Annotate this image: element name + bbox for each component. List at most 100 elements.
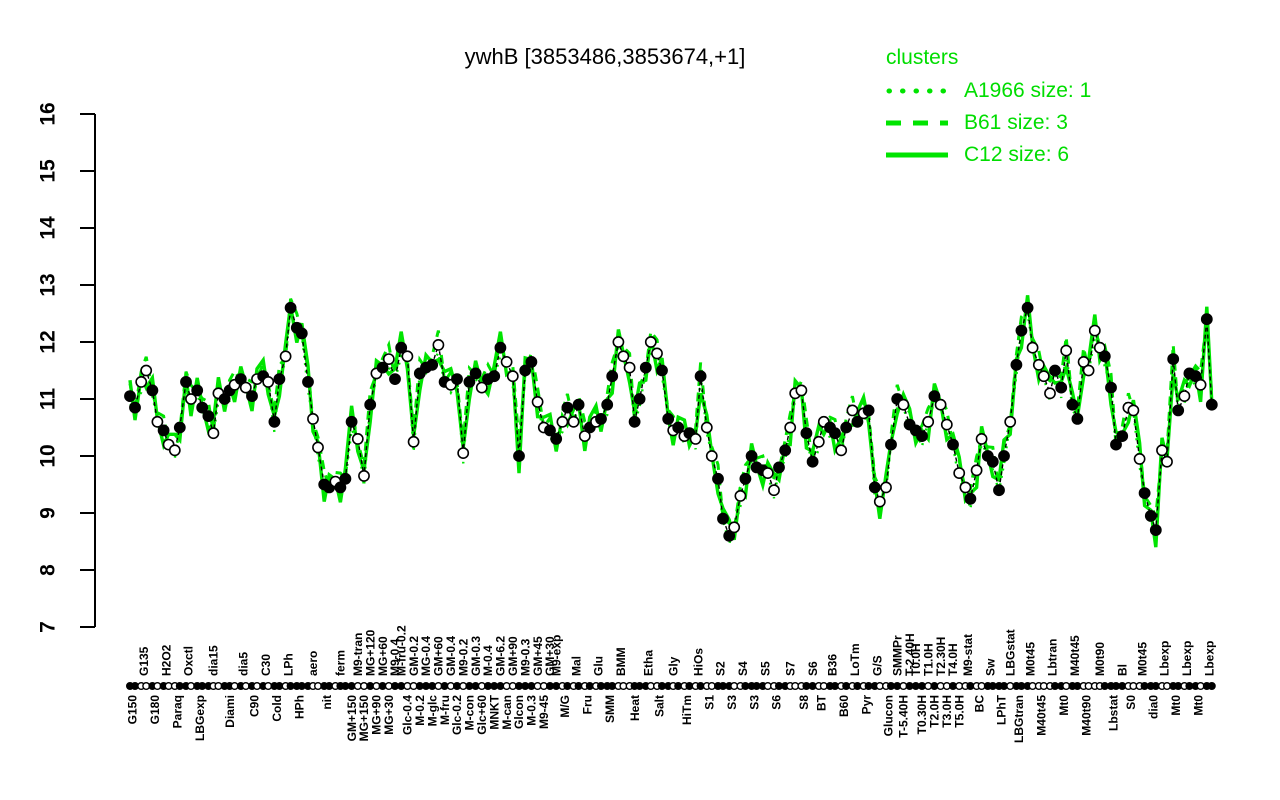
data-point-marker xyxy=(1161,455,1173,468)
data-point-marker xyxy=(723,529,736,542)
legend-entry-c12: C12 size: 6 xyxy=(886,143,1091,166)
x-axis-condition-label: C30 xyxy=(259,654,273,676)
data-point-marker xyxy=(550,432,563,445)
data-point-marker xyxy=(868,481,881,494)
data-point-marker xyxy=(475,381,488,394)
x-axis-condition-label: S3 xyxy=(747,695,761,710)
x-axis-condition-label: Lbexp xyxy=(1203,641,1217,676)
data-point-marker xyxy=(964,492,977,505)
x-axis-condition-label: M9-tran xyxy=(351,633,365,676)
data-point-marker xyxy=(633,393,646,405)
x-axis-condition-label: B36 xyxy=(826,654,840,676)
y-tick-label: 15 xyxy=(36,159,59,183)
data-point-marker xyxy=(1105,381,1117,394)
data-point-marker xyxy=(572,398,585,411)
data-point-marker xyxy=(180,375,192,388)
dotted-line-icon xyxy=(886,88,948,94)
x-axis-condition-label: GM+60 xyxy=(432,636,446,676)
x-axis-condition-label: HiOs xyxy=(691,648,705,676)
x-axis-condition-label: LBGexp xyxy=(193,695,207,741)
data-point-marker xyxy=(407,435,420,448)
data-point-marker xyxy=(556,415,569,428)
x-axis-condition-label: GM+45 xyxy=(531,636,545,676)
x-axis-condition-label: M-0.2 xyxy=(413,695,427,726)
x-axis-condition-label: MG+60 xyxy=(376,636,390,676)
data-point-marker xyxy=(395,341,408,354)
data-point-marker xyxy=(469,367,482,380)
data-point-marker xyxy=(639,361,652,374)
x-axis-condition-label: MG+30 xyxy=(382,695,396,735)
data-point-marker xyxy=(1071,412,1084,425)
data-point-marker xyxy=(513,450,525,462)
data-point-marker xyxy=(795,384,808,397)
x-axis-condition-label: T-5.40H xyxy=(897,695,911,738)
x-axis-condition-label: Pyr xyxy=(859,695,873,715)
x-axis-condition-label: T0.0H xyxy=(909,643,923,676)
data-point-marker xyxy=(544,424,556,437)
x-axis-condition-label: M0t45 xyxy=(1023,642,1037,676)
x-axis-condition-label: MG+150 xyxy=(357,695,371,742)
x-axis-condition-label: T2.30H xyxy=(934,637,948,676)
data-point-marker xyxy=(284,301,297,314)
data-point-marker xyxy=(1082,364,1095,377)
data-point-marker xyxy=(135,375,148,388)
x-axis-condition-label: S0 xyxy=(1124,695,1138,710)
x-axis-condition-label: GM-0.4 xyxy=(444,636,458,676)
data-point-marker xyxy=(1015,324,1028,337)
cluster-legend: clusters A1966 size: 1 B61 size: 3 C12 s… xyxy=(886,46,1091,166)
data-point-marker xyxy=(531,395,544,408)
data-point-marker xyxy=(705,450,718,462)
x-axis-condition-label: M9-0.2 xyxy=(456,638,470,676)
data-point-marker xyxy=(345,415,358,428)
data-point-marker xyxy=(717,512,729,525)
x-axis-condition-label: M-con xyxy=(463,695,477,730)
data-point-marker xyxy=(1077,355,1090,368)
data-point-marker xyxy=(601,398,614,411)
data-point-marker xyxy=(846,404,859,417)
x-axis-condition-label: Diami xyxy=(223,695,237,728)
x-axis-condition-label: dia15 xyxy=(207,645,221,676)
x-axis-condition-label: M9-0.4 xyxy=(388,638,402,676)
data-point-marker xyxy=(806,455,819,468)
data-point-marker xyxy=(1066,398,1079,411)
legend-entry-b61: B61 size: 3 xyxy=(886,111,1091,134)
data-point-marker xyxy=(651,347,663,360)
y-tick-label: 7 xyxy=(36,621,59,633)
data-point-marker xyxy=(768,484,780,497)
x-axis-condition-label: Glcon xyxy=(512,695,526,729)
x-axis-condition-label: Etha xyxy=(642,650,656,676)
data-point-marker xyxy=(173,421,186,434)
data-point-marker xyxy=(382,353,395,365)
x-axis-condition-label: BMM xyxy=(614,647,628,676)
x-axis-condition-label: G/S xyxy=(871,655,885,676)
y-tick-label: 11 xyxy=(36,388,59,411)
x-axis-condition-label: S3 xyxy=(725,695,739,710)
data-point-marker xyxy=(279,350,292,363)
x-axis-condition-label: B60 xyxy=(837,695,851,717)
x-axis-condition-label: Bl xyxy=(1115,664,1129,676)
data-point-marker xyxy=(694,370,707,383)
x-axis-condition-label: GM-0.3 xyxy=(469,636,483,676)
x-axis-condition-label: BT xyxy=(815,694,829,711)
data-point-marker xyxy=(784,421,797,434)
data-point-marker xyxy=(506,370,519,383)
dashed-line-icon xyxy=(886,120,948,126)
data-point-marker xyxy=(1044,387,1056,400)
x-axis-condition-label: dia5 xyxy=(237,652,251,676)
y-tick-label: 8 xyxy=(36,564,59,576)
data-point-marker xyxy=(940,418,953,431)
data-point-marker xyxy=(1133,452,1146,465)
data-point-marker xyxy=(124,390,136,402)
x-axis-condition-label: T4.0H xyxy=(946,643,960,676)
x-axis-condition-label: M40t45 xyxy=(1068,635,1082,676)
data-point-marker xyxy=(1189,370,1202,383)
data-point-marker xyxy=(1172,404,1185,417)
data-point-marker xyxy=(129,401,141,414)
data-point-marker xyxy=(1110,438,1122,451)
data-point-marker xyxy=(1060,344,1073,357)
y-tick-label: 10 xyxy=(36,444,59,467)
data-point-marker xyxy=(500,355,513,368)
data-point-marker xyxy=(873,495,886,508)
data-point-marker xyxy=(623,361,636,374)
data-point-marker xyxy=(302,375,314,388)
